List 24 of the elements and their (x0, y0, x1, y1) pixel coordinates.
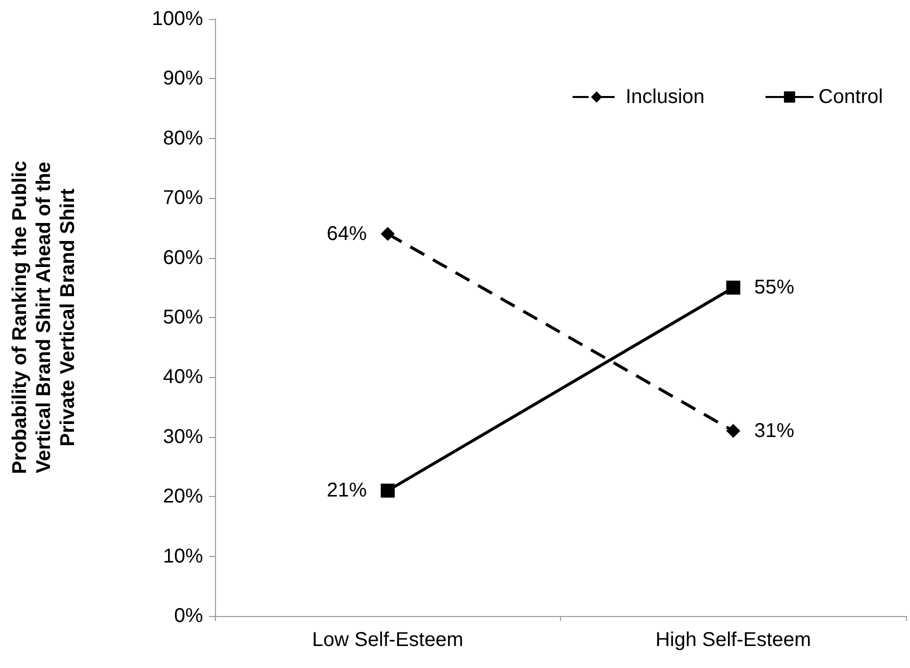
y-tick-label: 20% (162, 486, 204, 508)
y-tick-label: 100% (152, 8, 204, 30)
x-tick-label: High Self-Esteem (655, 629, 812, 651)
x-tick-label: Low Self-Esteem (312, 629, 464, 651)
y-tick-label: 30% (162, 426, 204, 448)
point (726, 424, 740, 438)
y-tick-label: 50% (162, 306, 204, 328)
legend-label: Inclusion (626, 86, 705, 108)
y-tick-label: 10% (162, 545, 204, 568)
y-tick-label: 90% (162, 68, 204, 90)
data-label: 21% (326, 480, 367, 502)
y-axis-title: Probability of Ranking the Public Vertical Brand Shirt Ahead of the Private Vertical Brand Shirt (9, 160, 79, 474)
data-label: 55% (754, 276, 794, 299)
point (726, 280, 740, 295)
data-label: 64% (326, 222, 367, 245)
data-label: 31% (754, 420, 794, 442)
y-tick-label: 80% (162, 127, 204, 150)
legend-label: Control (818, 86, 884, 108)
y-tick-label: 60% (162, 246, 204, 269)
y-tick-label: 0% (174, 605, 204, 627)
y-tick-label: 40% (162, 366, 204, 388)
point (380, 484, 395, 498)
point (380, 226, 395, 241)
y-tick-label: 70% (162, 187, 204, 210)
